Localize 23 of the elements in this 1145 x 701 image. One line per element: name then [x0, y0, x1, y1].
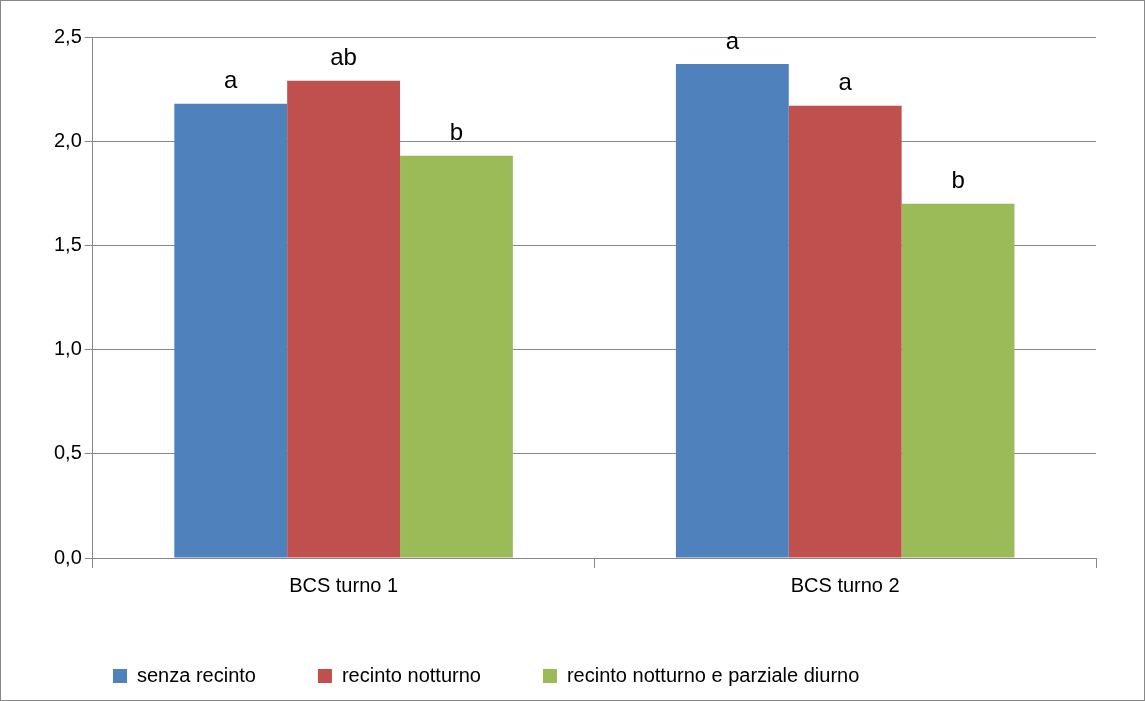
annotation: a	[838, 68, 853, 96]
annotation: b	[449, 118, 464, 146]
y-tick-label: 2,5	[53, 24, 82, 47]
bar	[174, 103, 288, 558]
bar	[788, 105, 902, 558]
bar	[901, 203, 1015, 558]
legend-label: recinto notturno	[341, 663, 481, 686]
annotation: a	[725, 26, 740, 54]
y-tick-label: 2,0	[53, 128, 82, 151]
bar	[675, 64, 789, 558]
bar	[400, 155, 513, 558]
bar	[287, 80, 401, 558]
x-tick-label: BCS turno 2	[790, 573, 900, 596]
y-tick-label: 1,5	[53, 232, 82, 255]
x-tick-label: BCS turno 1	[289, 573, 399, 596]
annotation: ab	[330, 43, 357, 71]
legend-label: recinto notturno e parziale diurno	[566, 663, 860, 686]
legend-label: senza recinto	[137, 663, 256, 686]
y-tick-label: 0,0	[53, 545, 82, 568]
y-tick-label: 1,0	[53, 337, 82, 360]
annotation: b	[951, 166, 965, 194]
y-tick-label: 0,5	[53, 441, 82, 464]
annotation: a	[224, 66, 239, 94]
